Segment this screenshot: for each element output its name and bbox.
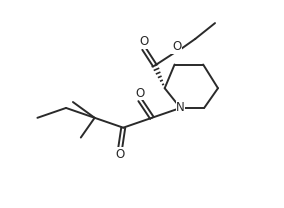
Text: O: O	[135, 87, 145, 100]
Text: O: O	[172, 40, 181, 53]
Text: O: O	[116, 148, 125, 161]
Text: O: O	[139, 35, 149, 48]
Text: N: N	[176, 102, 185, 114]
